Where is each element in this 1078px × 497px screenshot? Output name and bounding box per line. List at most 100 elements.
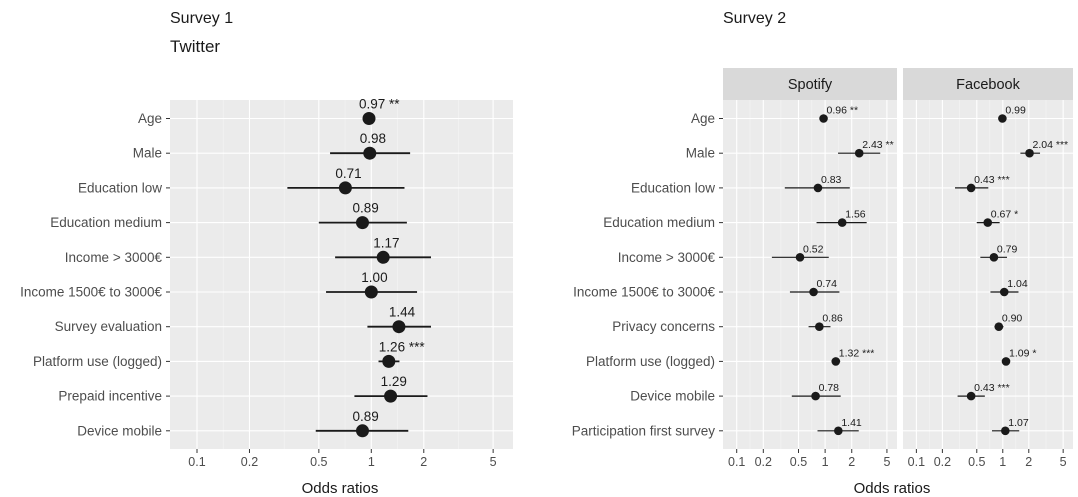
facebook-value-label-privacy-concerns: 0.90 [1002, 313, 1023, 325]
survey2-y-label-device-mobile: Device mobile [630, 389, 715, 404]
facebook-value-label-participation-first-survey: 1.07 [1008, 417, 1029, 429]
survey1-x-axis-title: Odds ratios [302, 480, 379, 497]
survey2-y-label-privacy-concerns: Privacy concerns [612, 319, 715, 334]
spotify-x-tick-label: 5 [883, 455, 890, 469]
survey1-y-label-income-gt-3000eur: Income > 3000€ [65, 250, 163, 265]
survey1-y-label-prepaid-incentive: Prepaid incentive [58, 389, 162, 404]
survey1-y-axis: Age Male Education low Education medium Inco… [20, 111, 170, 438]
facebook-x-tick-label: 5 [1060, 455, 1067, 469]
facebook-point-income-gt-3000eur [989, 252, 999, 262]
survey1-y-label-male: Male [133, 146, 162, 161]
survey2-y-label-age: Age [691, 111, 715, 126]
spotify-value-label-education-low: 0.83 [821, 174, 842, 186]
twitter-point-device-mobile [355, 424, 369, 438]
twitter-x-tick-label: 0.2 [241, 455, 258, 469]
spotify-point-platform-use-logged [831, 357, 841, 366]
survey1-y-label-income-1500eur-to-3000eur: Income 1500€ to 3000€ [20, 285, 162, 300]
twitter-value-label-survey-evaluation: 1.44 [389, 305, 416, 320]
spotify-x-tick-label: 0.5 [790, 455, 807, 469]
facebook-x-tick-label: 1 [999, 455, 1006, 469]
spotify-x-tick-label: 0.1 [728, 455, 745, 469]
facebook-value-label-education-low: 0.43 *** [974, 174, 1010, 186]
twitter-x-tick-label: 1 [368, 455, 375, 469]
twitter-value-label-device-mobile: 0.89 [352, 409, 378, 424]
survey1-platform-title: Twitter [170, 37, 220, 56]
survey2-heading: Survey 2 [723, 10, 786, 27]
spotify-value-label-device-mobile: 0.78 [819, 382, 840, 394]
survey2-y-axis: Age Male Education low Education medium Inco… [572, 111, 723, 438]
facebook-point-platform-use-logged [1001, 357, 1011, 366]
survey1-y-label-age: Age [138, 111, 162, 126]
survey2-y-label-education-medium: Education medium [603, 215, 715, 230]
twitter-value-label-male: 0.98 [360, 131, 386, 146]
twitter-x-tick-label: 2 [420, 455, 427, 469]
spotify-value-label-participation-first-survey: 1.41 [841, 417, 862, 429]
twitter-value-label-income-1500eur-to-3000eur: 1.00 [361, 270, 387, 285]
spotify-point-income-gt-3000eur [795, 252, 805, 262]
facebook-point-male [1025, 148, 1034, 158]
twitter-point-education-low [338, 181, 352, 195]
twitter-point-education-medium [355, 216, 369, 230]
facebook-x-tick-label: 0.5 [968, 455, 985, 469]
twitter-point-income-gt-3000eur [376, 250, 390, 264]
twitter-x-tick-label: 0.1 [188, 455, 205, 469]
facebook-x-tick-label: 0.1 [908, 455, 925, 469]
facebook-strip [903, 68, 1073, 100]
survey2-y-label-education-low: Education low [631, 180, 715, 195]
facebook-x-tick-label: 2 [1025, 455, 1032, 469]
twitter-point-platform-use-logged [382, 354, 396, 368]
twitter-point-survey-evaluation [392, 320, 406, 334]
facebook-point-participation-first-survey [1001, 426, 1010, 436]
facebook-value-label-male: 2.04 *** [1033, 139, 1069, 151]
spotify-point-privacy-concerns [815, 322, 824, 332]
facebook-value-label-age: 0.99 [1005, 105, 1026, 117]
twitter-panel: 0.1 0.2 0.5 1 2 5 0.97 ** 0.98 0.71 0.89 1.17 1.00 1… [170, 97, 513, 469]
spotify-point-device-mobile [811, 391, 820, 401]
facebook-point-education-low [966, 183, 976, 193]
spotify-panel-background [723, 100, 897, 449]
survey2-y-label-income-gt-3000eur: Income > 3000€ [618, 250, 716, 265]
spotify-value-label-platform-use-logged: 1.32 *** [839, 347, 875, 359]
spotify-value-label-income-gt-3000eur: 0.52 [803, 243, 824, 255]
survey1-y-label-survey-evaluation: Survey evaluation [55, 319, 162, 334]
facebook-x-tick-label: 0.2 [934, 455, 951, 469]
spotify-x-tick-label: 0.2 [755, 455, 772, 469]
survey1-heading: Survey 1 [170, 10, 233, 27]
facebook-value-label-education-medium: 0.67 * [991, 209, 1018, 221]
spotify-point-age [819, 114, 828, 123]
facebook-panel-background [903, 100, 1073, 449]
twitter-value-label-education-low: 0.71 [335, 166, 361, 181]
survey1-y-label-education-low: Education low [78, 180, 162, 195]
survey2-y-label-platform-use-logged: Platform use (logged) [586, 354, 715, 369]
twitter-point-male [363, 146, 377, 160]
spotify-value-label-privacy-concerns: 0.86 [822, 313, 843, 325]
facebook-panel: Facebook 0.1 0.2 0.5 1 2 5 0.99 2.04 *** 0.43 ***… [903, 68, 1073, 469]
spotify-strip [723, 68, 897, 100]
spotify-point-participation-first-survey [834, 426, 843, 436]
spotify-point-education-low [813, 183, 823, 193]
spotify-panel: Spotify 0.1 0.2 0.5 1 2 5 0.96 ** 2.43 ** 0.83 1.5… [723, 68, 897, 469]
facebook-point-age [998, 114, 1007, 123]
facebook-strip-label: Facebook [956, 77, 1020, 93]
facebook-value-label-platform-use-logged: 1.09 * [1009, 347, 1036, 359]
twitter-value-label-prepaid-incentive: 1.29 [381, 374, 407, 389]
spotify-value-label-age: 0.96 ** [827, 105, 859, 117]
survey1-y-label-device-mobile: Device mobile [77, 423, 162, 438]
facebook-point-income-1500eur-to-3000eur [999, 287, 1009, 297]
survey1-y-label-education-medium: Education medium [50, 215, 162, 230]
spotify-value-label-income-1500eur-to-3000eur: 0.74 [817, 278, 838, 290]
survey2-y-label-male: Male [686, 146, 715, 161]
facebook-point-education-medium [983, 218, 993, 227]
facebook-value-label-device-mobile: 0.43 *** [974, 382, 1010, 394]
facebook-point-privacy-concerns [994, 322, 1004, 332]
spotify-value-label-male: 2.43 ** [862, 139, 894, 151]
twitter-x-tick-label: 0.5 [310, 455, 327, 469]
twitter-point-age [362, 112, 376, 125]
spotify-x-tick-label: 2 [848, 455, 855, 469]
twitter-value-label-education-medium: 0.89 [352, 201, 378, 216]
spotify-value-label-education-medium: 1.56 [845, 209, 866, 221]
twitter-panel-background [170, 100, 513, 449]
survey1-y-label-platform-use-logged: Platform use (logged) [33, 354, 162, 369]
spotify-x-tick-label: 1 [822, 455, 829, 469]
